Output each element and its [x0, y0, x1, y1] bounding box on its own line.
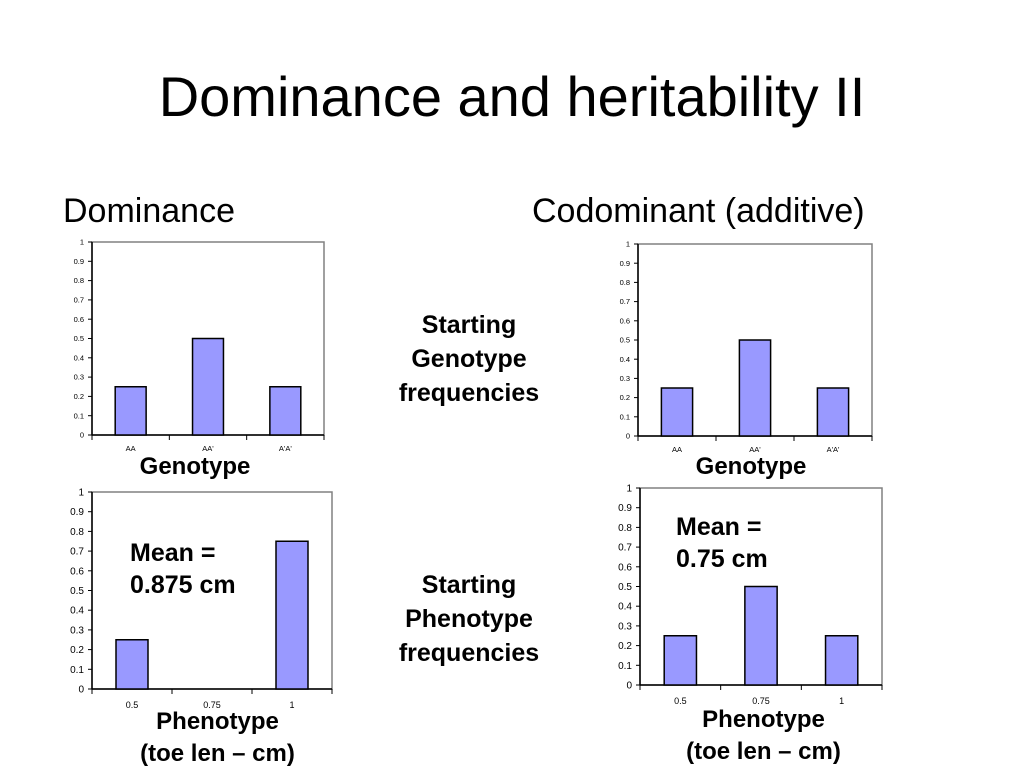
- y-tick-label: 0.8: [618, 523, 632, 534]
- starting-genotype-line-1: Starting: [421, 311, 517, 339]
- codominant-phenotype-axis-line-1: Phenotype: [702, 706, 825, 733]
- y-tick-label: 1: [626, 484, 632, 495]
- starting-genotype-line-3: frequencies: [398, 379, 540, 407]
- x-category-label: 0.5: [126, 700, 139, 710]
- y-tick-label: 0.9: [620, 259, 630, 268]
- bar-1: [275, 540, 309, 690]
- x-category-label: A'A': [279, 444, 292, 453]
- bar-0.5: [115, 639, 149, 690]
- y-tick-label: 0.2: [70, 645, 84, 656]
- y-tick-label: 0.8: [70, 527, 84, 538]
- y-tick-label: 0.6: [70, 566, 84, 577]
- x-category-label: AA': [749, 445, 761, 454]
- codominant-heading: Codominant (additive): [532, 192, 865, 230]
- y-tick-label: 0.3: [618, 621, 632, 632]
- y-tick-label: 0.6: [618, 562, 632, 573]
- x-category-label: 0.75: [203, 700, 221, 710]
- y-tick-label: 0: [80, 431, 84, 440]
- bar-1: [824, 635, 859, 686]
- dominance-phenotype-axis-line-1: Phenotype: [156, 708, 279, 735]
- bar-ApAp: [269, 386, 302, 436]
- y-tick-label: 0.7: [618, 543, 632, 554]
- y-tick-label: 0.9: [618, 503, 632, 514]
- y-tick-label: 0.7: [620, 297, 630, 306]
- codominant-mean-line-1: Mean =: [676, 513, 762, 541]
- bar-0.75: [744, 585, 778, 686]
- y-tick-label: 0.9: [70, 507, 84, 518]
- x-category-label: AA': [202, 444, 214, 453]
- codominant-genotype-axis-title: Genotype: [695, 453, 807, 480]
- y-tick-label: 0.7: [74, 296, 84, 305]
- y-tick-label: 0: [626, 681, 632, 692]
- y-tick-label: 1: [626, 240, 630, 249]
- y-tick-label: 0.9: [74, 257, 84, 266]
- bar-ApAp: [816, 387, 850, 437]
- dominance-heading: Dominance: [63, 192, 235, 230]
- dominance-phenotype-axis-line-2: (toe len – cm): [140, 740, 295, 767]
- codominant-phenotype-axis-title: Phenotype (toe len – cm): [656, 704, 871, 768]
- y-tick-label: 0.1: [70, 665, 84, 676]
- x-category-label: A'A': [827, 445, 840, 454]
- dominance-phenotype-chart: 0 0.1 0.2 0.3 0.4 0.5 0.6 0.7 0.8 0.9 1 0.5 0.75 1: [70, 488, 333, 710]
- y-tick-label: 0.5: [620, 336, 630, 345]
- y-tick-label: 0.3: [74, 373, 84, 382]
- y-tick-label: 0.3: [70, 625, 84, 636]
- codominant-genotype-chart: 0 0.1 0.2 0.3 0.4 0.5 0.6 0.7 0.8 0.9 1 AA AA' A'A': [620, 240, 873, 454]
- y-tick-label: 0.2: [618, 641, 632, 652]
- y-tick-label: 1: [78, 488, 84, 499]
- codominant-mean-line-2: 0.75 cm: [676, 545, 768, 573]
- y-tick-label: 1: [80, 238, 84, 247]
- starting-genotype-line-2: Genotype: [411, 345, 527, 373]
- codominant-phenotype-chart: 0 0.1 0.2 0.3 0.4 0.5 0.6 0.7 0.8 0.9 1 0.5 0.75 1: [618, 484, 883, 706]
- bar-AAp: [191, 337, 225, 436]
- y-tick-label: 0.2: [74, 392, 84, 401]
- starting-phenotype-label: Starting Phenotype frequencies: [372, 568, 566, 670]
- y-tick-label: 0.7: [70, 547, 84, 558]
- dominance-mean-line-1: Mean =: [130, 539, 216, 567]
- y-tick-label: 0.6: [620, 316, 630, 325]
- bar-0.5: [663, 635, 698, 686]
- y-tick-label: 0.1: [618, 661, 632, 672]
- codominant-phenotype-axis-line-2: (toe len – cm): [686, 738, 841, 765]
- dominance-phenotype-axis-title: Phenotype (toe len – cm): [110, 706, 325, 770]
- bar-AA: [114, 386, 147, 436]
- y-tick-label: 0.8: [74, 276, 84, 285]
- y-tick-label: 0.8: [620, 278, 630, 287]
- x-category-label: 0.5: [674, 696, 687, 706]
- bar-AA: [660, 387, 694, 437]
- y-tick-label: 0.6: [74, 315, 84, 324]
- y-tick-label: 0.4: [70, 606, 84, 617]
- starting-genotype-label: Starting Genotype frequencies: [372, 308, 566, 410]
- y-tick-label: 0.2: [620, 393, 630, 402]
- starting-phenotype-line-2: Phenotype: [405, 605, 533, 633]
- y-tick-label: 0.4: [618, 602, 632, 613]
- dominance-mean-line-2: 0.875 cm: [130, 571, 236, 599]
- y-tick-label: 0.5: [618, 582, 632, 593]
- x-category-label: 0.75: [752, 696, 770, 706]
- x-category-label: 1: [839, 696, 844, 706]
- starting-phenotype-line-1: Starting: [421, 571, 517, 599]
- codominant-mean-annotation: Mean = 0.75 cm: [676, 511, 768, 575]
- y-tick-label: 0.4: [74, 353, 84, 362]
- slide-title: Dominance and heritability II: [158, 65, 866, 128]
- y-tick-label: 0.1: [620, 412, 630, 421]
- y-tick-label: 0.5: [74, 334, 84, 343]
- dominance-genotype-chart: 0 0.1 0.2 0.3 0.4 0.5 0.6 0.7 0.8 0.9 1 AA AA' A'A': [74, 238, 325, 453]
- y-tick-label: 0.1: [74, 411, 84, 420]
- bar-AAp: [738, 339, 772, 437]
- y-tick-label: 0: [626, 432, 630, 441]
- y-tick-label: 0: [78, 685, 84, 696]
- y-tick-label: 0.5: [70, 586, 84, 597]
- x-category-label: AA: [672, 445, 682, 454]
- y-tick-label: 0.4: [620, 355, 630, 364]
- x-category-label: AA: [126, 444, 136, 453]
- starting-phenotype-line-3: frequencies: [398, 639, 540, 667]
- y-tick-label: 0.3: [620, 374, 630, 383]
- dominance-genotype-axis-title: Genotype: [139, 453, 251, 480]
- dominance-mean-annotation: Mean = 0.875 cm: [130, 537, 236, 601]
- x-category-label: 1: [289, 700, 294, 710]
